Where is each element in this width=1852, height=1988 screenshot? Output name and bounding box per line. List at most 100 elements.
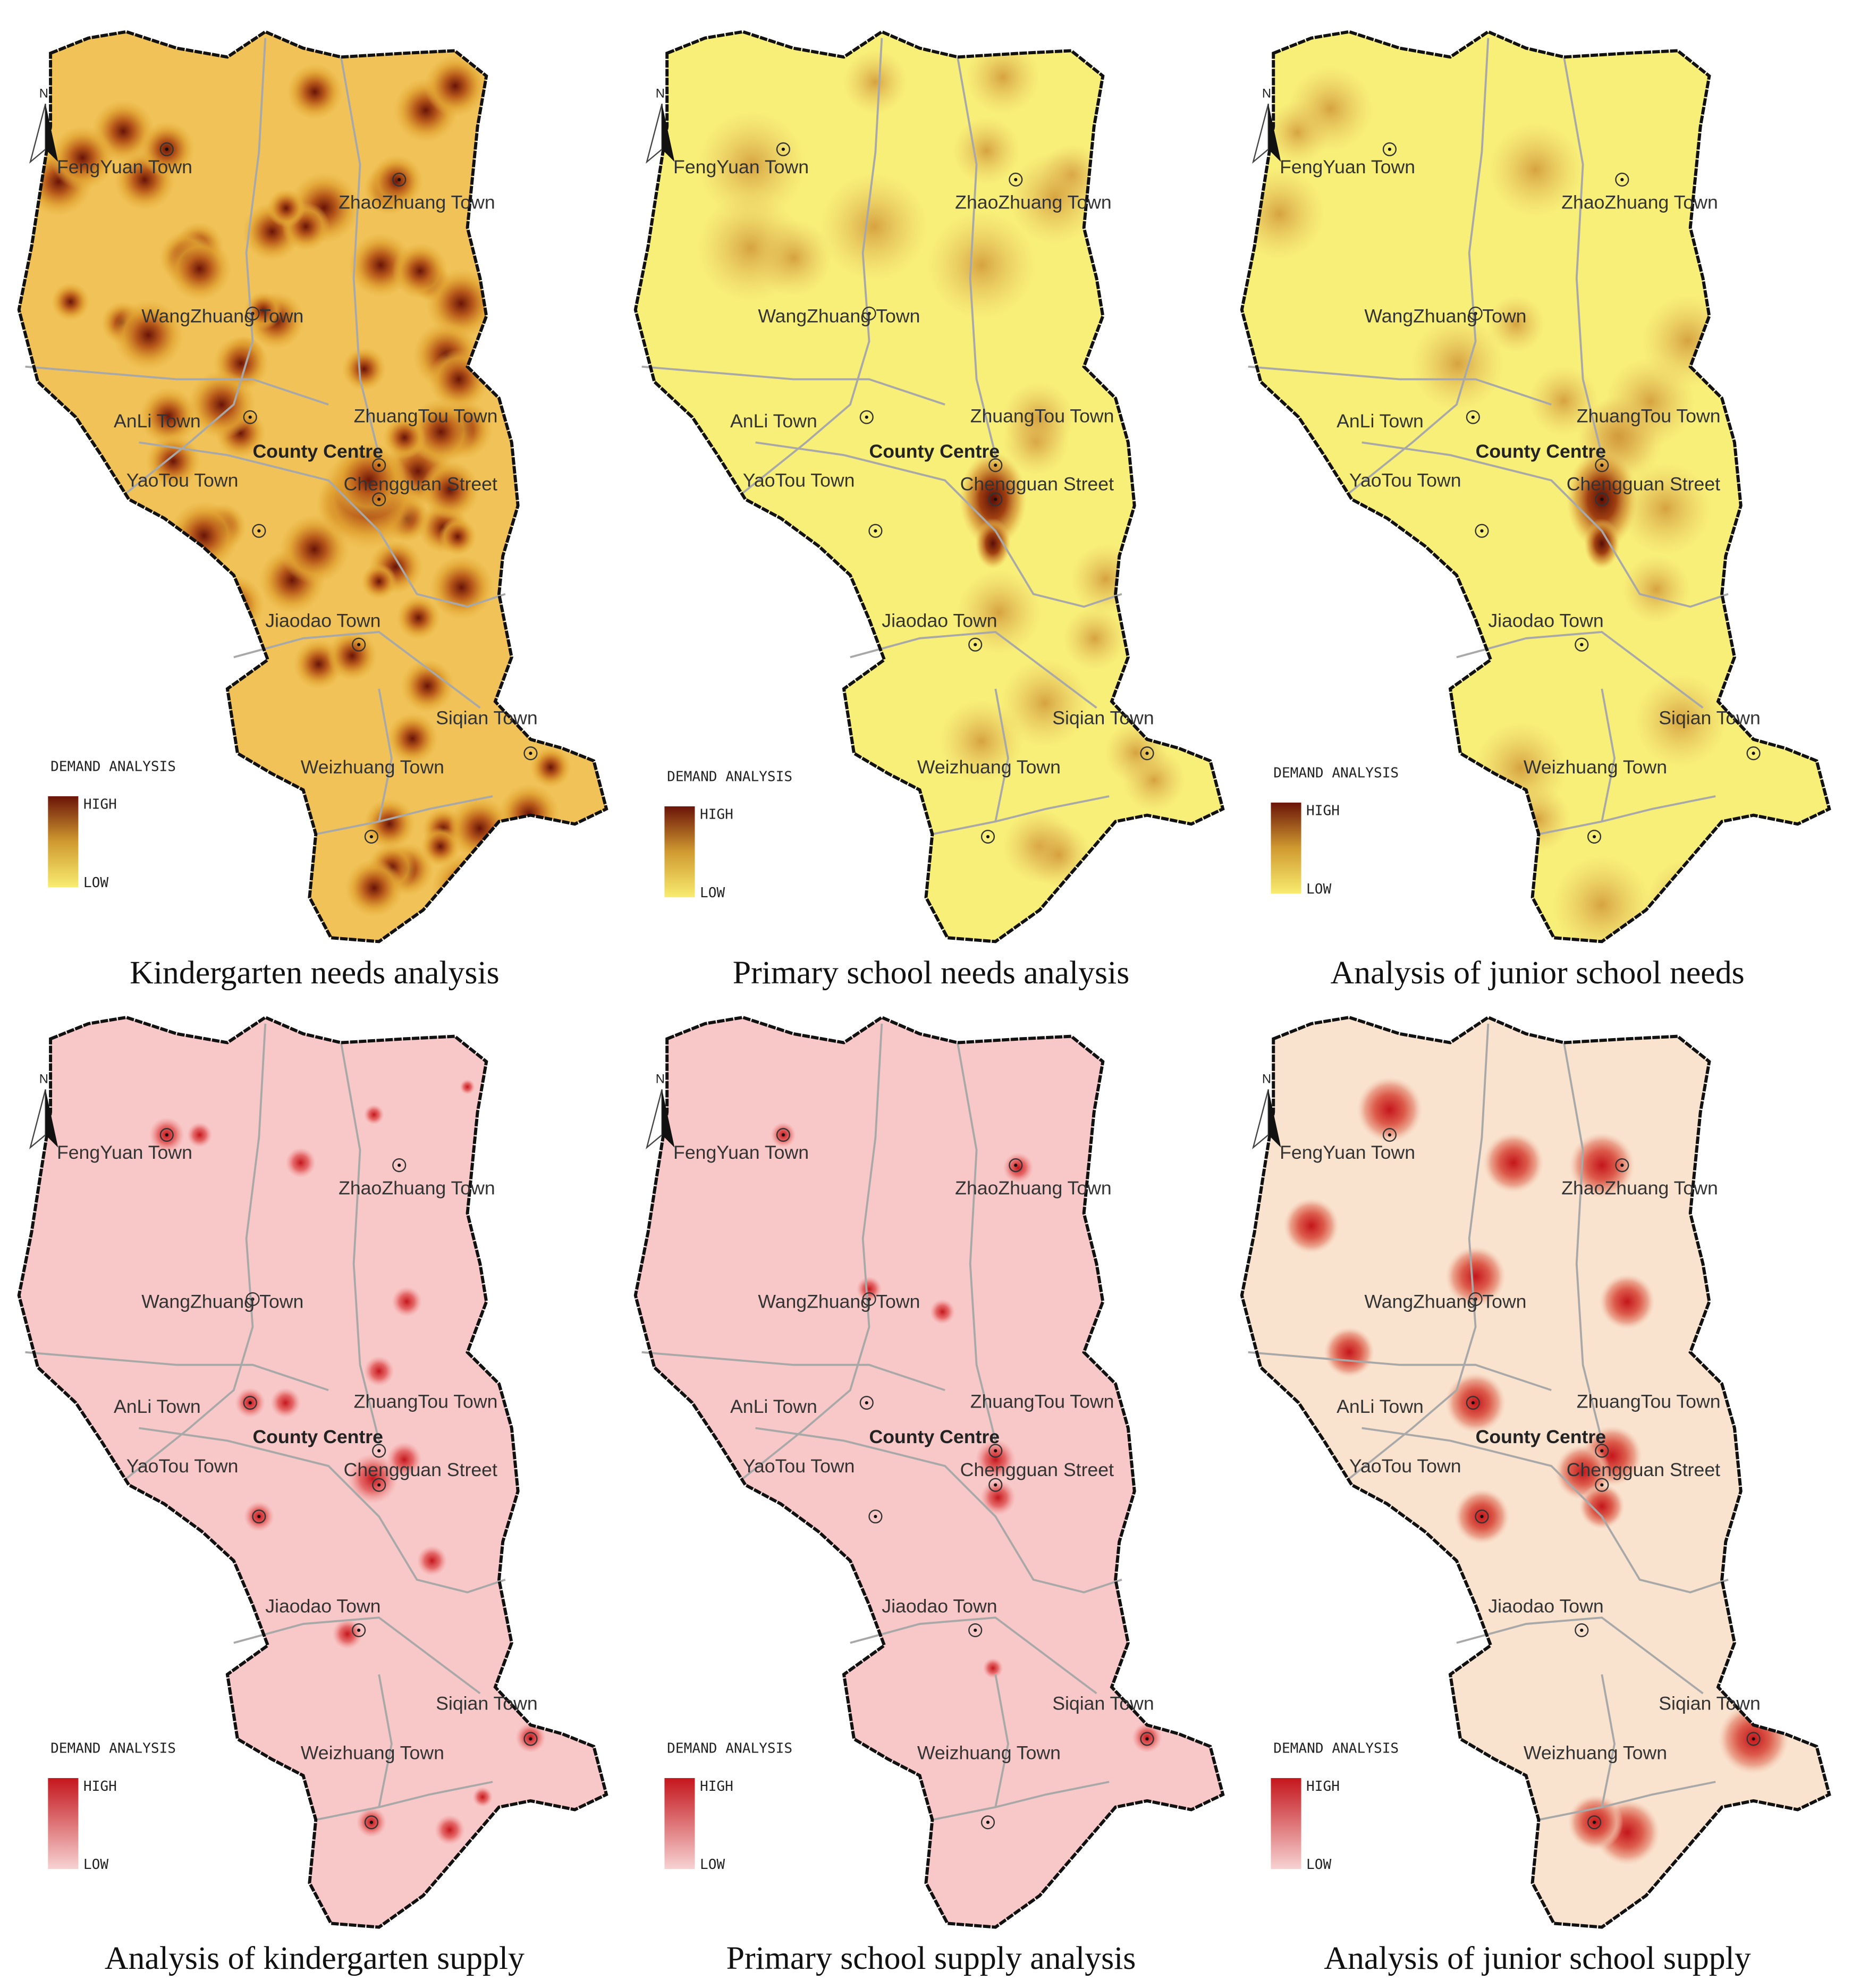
town-marker	[246, 1292, 260, 1307]
town-marker-dot	[865, 415, 868, 419]
town-label: County Centre	[252, 1426, 383, 1447]
town-marker	[1615, 1158, 1629, 1173]
boundary	[633, 30, 1225, 944]
town-marker	[980, 829, 995, 844]
town-marker-dot	[377, 1483, 381, 1487]
town-marker-dot	[1620, 1164, 1624, 1167]
hotspot	[1579, 1484, 1625, 1529]
hotspot	[270, 1387, 301, 1418]
district-boundary	[850, 630, 1097, 709]
north-arrow	[646, 103, 663, 164]
legend-gradient	[48, 796, 79, 888]
district-boundary	[340, 1042, 380, 1441]
hotspot	[1410, 316, 1505, 411]
north-arrow	[1268, 1089, 1281, 1148]
hotspot	[517, 629, 586, 698]
town-marker-dot	[1014, 178, 1018, 181]
legend-gradient	[48, 1778, 79, 1869]
hotspot	[420, 827, 460, 866]
town-label: Siqian Town	[436, 707, 538, 728]
town-label: FengYuan Town	[57, 156, 192, 178]
legend-high: HIGH	[83, 797, 117, 813]
town-marker	[1468, 306, 1483, 321]
town-label: Siqian Town	[436, 1693, 538, 1714]
town-label: Chengguan Street	[344, 1459, 497, 1480]
district-boundary	[957, 56, 997, 456]
town-label: AnLi Town	[730, 410, 817, 432]
town-marker	[1475, 1509, 1489, 1524]
town-marker	[372, 1478, 386, 1492]
hotspot	[975, 1439, 1016, 1480]
hotspot	[267, 189, 306, 228]
legend-title: DEMAND ANALYSIS	[50, 759, 176, 774]
hotspot	[429, 555, 494, 619]
town-marker-dot	[357, 1628, 361, 1632]
hotspot	[401, 659, 454, 713]
town-marker-dot	[251, 311, 255, 315]
town-marker	[523, 1732, 538, 1746]
hotspot	[975, 518, 1011, 569]
town-label: County Centre	[1476, 1426, 1606, 1447]
town-label: Jiaodao Town	[882, 1596, 997, 1617]
hotspot	[1357, 1076, 1423, 1143]
town-marker-dot	[1592, 1821, 1596, 1824]
boundary	[17, 30, 608, 944]
town-label: AnLi Town	[730, 1396, 817, 1417]
town-marker-dot	[986, 835, 990, 839]
district-boundary	[139, 1427, 506, 1594]
district-boundary	[957, 1042, 997, 1441]
town-marker	[868, 1509, 883, 1524]
town-marker	[1595, 458, 1609, 473]
hotspot	[1288, 66, 1374, 152]
town-marker	[352, 637, 366, 652]
town-marker	[364, 829, 378, 844]
town-marker	[523, 746, 538, 761]
town-label: Siqian Town	[1052, 707, 1154, 728]
town-marker	[364, 1815, 378, 1830]
town-label: FengYuan Town	[673, 156, 809, 178]
town-marker-dot	[1474, 1298, 1477, 1301]
town-label: Chengguan Street	[960, 1459, 1114, 1480]
town-marker-dot	[1471, 415, 1475, 419]
hotspot	[434, 1815, 465, 1846]
legend-gradient	[1271, 802, 1301, 894]
town-marker	[243, 1395, 257, 1410]
town-marker-dot	[781, 1133, 785, 1137]
town-marker-dot	[1145, 1737, 1149, 1741]
north-arrow	[1252, 103, 1269, 164]
hotspot	[347, 1453, 398, 1504]
town-marker	[1140, 746, 1154, 761]
hotspot	[1622, 555, 1691, 624]
town-label: WangZhuang Town	[758, 306, 920, 327]
district-boundary	[994, 688, 1009, 822]
north-arrow	[646, 1089, 663, 1150]
town-marker	[988, 492, 1003, 507]
town-marker	[243, 410, 257, 424]
district-boundary	[1361, 441, 1729, 608]
north-arrow	[45, 104, 58, 162]
hotspot	[113, 300, 184, 370]
town-marker-dot	[994, 464, 997, 467]
hotspot	[843, 49, 908, 115]
town-marker-dot	[1600, 1449, 1604, 1453]
north-label: N	[1262, 1072, 1271, 1086]
town-label: Jiaodao Town	[1488, 1596, 1603, 1617]
hotspot	[408, 399, 474, 465]
district-boundary	[1456, 630, 1704, 709]
town-marker-dot	[1620, 178, 1624, 181]
map-area	[1241, 1017, 1830, 1927]
town-marker	[776, 1127, 790, 1142]
town-marker	[159, 142, 174, 156]
hotspot	[1003, 1152, 1034, 1183]
hotspot	[1641, 294, 1735, 388]
town-marker	[392, 1158, 407, 1173]
hotspot	[927, 210, 1036, 320]
hotspot	[331, 442, 407, 518]
town-label: Jiaodao Town	[265, 610, 380, 631]
town-label: ZhaoZhuang Town	[1561, 192, 1718, 213]
hotspot	[1026, 822, 1092, 888]
hotspot	[383, 416, 426, 459]
district-boundary	[1538, 795, 1716, 836]
town-marker	[1587, 1815, 1602, 1830]
town-marker	[988, 1444, 1003, 1458]
